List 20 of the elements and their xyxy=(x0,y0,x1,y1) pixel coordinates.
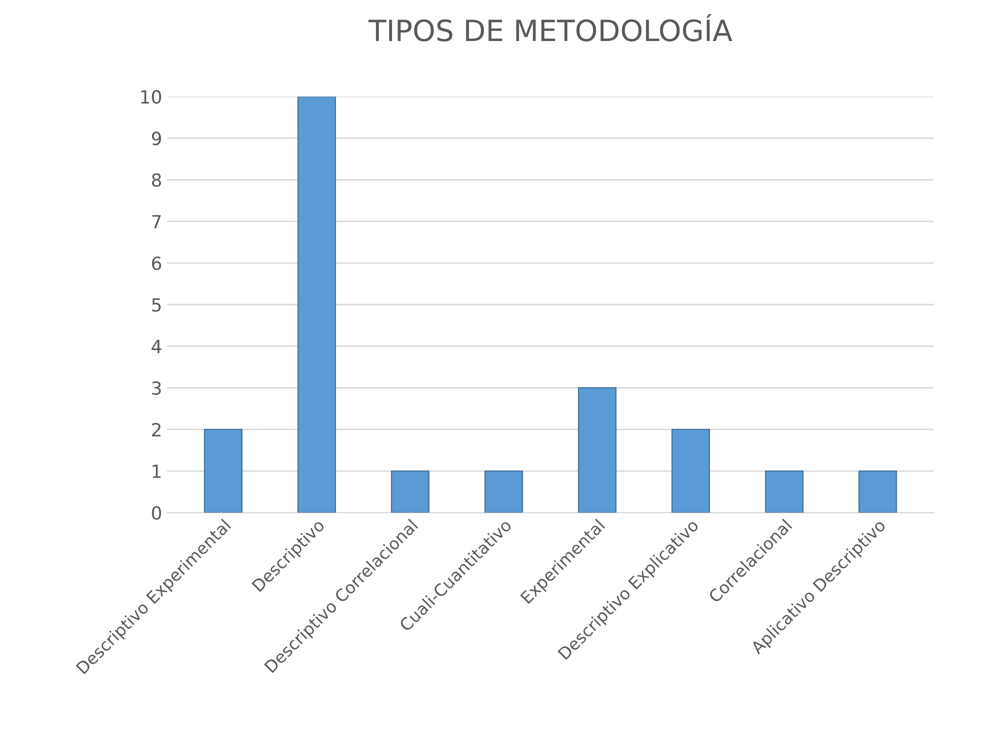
y-tick-label: 4 xyxy=(152,340,162,354)
bar xyxy=(390,470,430,513)
bar xyxy=(297,96,336,513)
bar xyxy=(484,470,523,513)
y-tick-label: 9 xyxy=(152,132,161,146)
y-tick-label: 8 xyxy=(152,173,162,187)
bar xyxy=(858,470,898,513)
y-tick-label: 3 xyxy=(152,381,161,395)
y-tick-label: 5 xyxy=(152,298,161,312)
y-tick-label: 7 xyxy=(152,215,161,228)
y-tick-label: 2 xyxy=(152,422,160,436)
chart-title: TIPOS DE METODOLOGÍA xyxy=(368,14,732,42)
y-tick-label: 6 xyxy=(152,256,162,270)
y-tick-label: 0 xyxy=(152,506,162,520)
bar xyxy=(764,470,804,513)
bar xyxy=(578,387,616,513)
y-tick-label: 1 xyxy=(152,464,161,478)
y-tick-label: 10 xyxy=(141,90,162,104)
bar xyxy=(671,428,710,513)
bar xyxy=(204,428,242,513)
